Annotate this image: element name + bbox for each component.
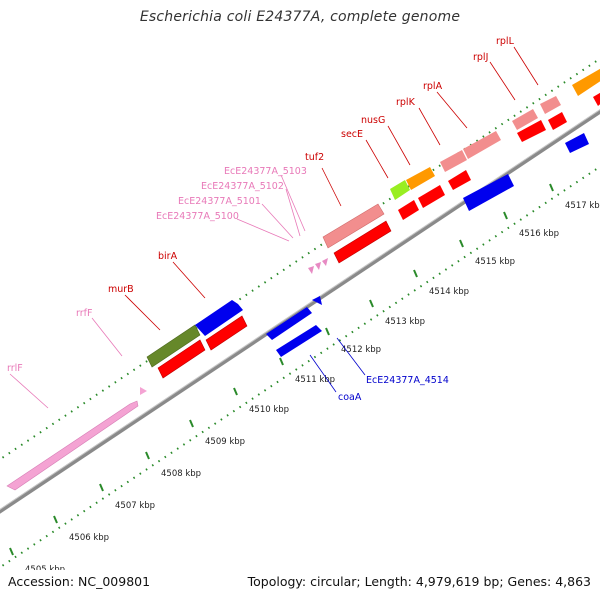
gene-label[interactable]: rrfF: [76, 308, 92, 319]
gene-rplA[interactable]: [463, 131, 501, 159]
gene-label[interactable]: EcE24377A_4514: [366, 375, 449, 386]
kbp-tick-label: 4515 kbp: [475, 257, 515, 267]
gene-birA[interactable]: [195, 300, 243, 336]
reverse-track-dots: [0, 165, 600, 569]
callout-lines: [9, 46, 539, 409]
kbp-tick-label: 4517 kbp: [565, 201, 600, 211]
gene-label[interactable]: EcE24377A_5101: [178, 196, 261, 207]
kbp-tick: [279, 357, 284, 366]
kbp-tick: [413, 269, 418, 278]
gene-EcE24377A_5102[interactable]: [322, 258, 328, 266]
gene-red-8[interactable]: [548, 112, 567, 130]
gene-EcE24377A_5100[interactable]: [308, 266, 314, 274]
kbp-tick-label: 4508 kbp: [161, 469, 201, 479]
gene-label[interactable]: tuf2: [305, 152, 324, 163]
kbp-tick-label: 4516 kbp: [519, 229, 559, 239]
gene-rrfF[interactable]: [140, 387, 147, 395]
gene-label[interactable]: rplJ: [473, 52, 488, 63]
forward-features-row2: [157, 90, 600, 379]
gene-red-6[interactable]: [448, 170, 471, 190]
gene-murB[interactable]: [146, 324, 201, 368]
kbp-tick-label: 4506 kbp: [69, 533, 109, 543]
gene-nusG[interactable]: [406, 167, 435, 190]
gene-rplL[interactable]: [540, 96, 561, 114]
genome-summary-text: Topology: circular; Length: 4,979,619 bp…: [247, 574, 591, 589]
kbp-tick: [145, 451, 150, 460]
kbp-tick: [189, 419, 194, 428]
gene-EcE24377A_4514[interactable]: [276, 325, 322, 357]
gene-rpoB[interactable]: [572, 66, 600, 96]
gene-blue-3[interactable]: [463, 174, 514, 211]
gene-label[interactable]: coaA: [338, 392, 362, 403]
kbp-tick: [369, 299, 374, 308]
kbp-tick-label: 4511 kbp: [295, 375, 335, 385]
kbp-tick: [99, 483, 104, 492]
kbp-tick-label: 4507 kbp: [115, 501, 155, 511]
gene-red-5[interactable]: [418, 185, 445, 208]
gene-label[interactable]: EcE24377A_5103: [224, 166, 307, 177]
map-title: Escherichia coli E24377A, complete genom…: [139, 9, 461, 25]
gene-red-3[interactable]: [333, 220, 392, 264]
reverse-features: [266, 133, 589, 357]
gene-label[interactable]: rplL: [496, 36, 515, 47]
kbp-tick: [325, 327, 330, 336]
kbp-tick: [9, 547, 14, 556]
accession-text: Accession: NC_009801: [8, 574, 151, 589]
genome-backbone-highlight: [0, 109, 600, 510]
gene-rplJ[interactable]: [512, 109, 538, 130]
kbp-tick: [549, 183, 554, 192]
gene-red-9[interactable]: [593, 90, 600, 106]
gene-label[interactable]: EcE24377A_5102: [201, 181, 284, 192]
gene-red-4[interactable]: [398, 200, 419, 220]
kbp-tick-label: 4510 kbp: [249, 405, 289, 415]
gene-rplK[interactable]: [440, 150, 467, 172]
gene-red-7[interactable]: [517, 120, 546, 142]
kbp-tick-label: 4512 kbp: [341, 345, 381, 355]
gene-label[interactable]: murB: [108, 284, 134, 295]
gene-label[interactable]: nusG: [361, 115, 385, 126]
gene-labels: rrlF rrfF murB birA EcE24377A_5100 EcE24377A_…: [7, 36, 515, 403]
gene-rrlF[interactable]: [6, 400, 139, 491]
kbp-tick: [459, 239, 464, 248]
genome-backbone: [0, 109, 600, 514]
gene-tuf2[interactable]: [322, 203, 385, 249]
gene-label[interactable]: rplK: [396, 97, 416, 108]
kbp-tick: [53, 515, 58, 524]
kbp-tick: [503, 211, 508, 220]
kbp-tick-label: 4509 kbp: [205, 437, 245, 447]
forward-features: [6, 66, 600, 491]
gene-label[interactable]: EcE24377A_5100: [156, 211, 239, 222]
gene-red-2[interactable]: [205, 315, 248, 351]
gene-blue-1[interactable]: [266, 307, 312, 340]
gene-red-1[interactable]: [157, 339, 206, 379]
kbp-tick-label: 4513 kbp: [385, 317, 425, 327]
gene-label[interactable]: rrlF: [7, 363, 23, 374]
gene-blue-4[interactable]: [565, 133, 589, 153]
kbp-tick-label: 4514 kbp: [429, 287, 469, 297]
gene-label[interactable]: secE: [341, 129, 363, 140]
kbp-tick: [233, 387, 238, 396]
gene-label[interactable]: rplA: [423, 81, 443, 92]
gene-coaA-marker[interactable]: [312, 296, 322, 305]
kbp-tick-label: 4505 kbp: [25, 565, 65, 575]
kbp-axis: 4505 kbp 4506 kbp 4507 kbp 4508 kbp 4509 kbp…: [9, 183, 600, 575]
gene-EcE24377A_5101[interactable]: [315, 262, 321, 270]
gene-label[interactable]: birA: [158, 251, 178, 262]
gene-secE[interactable]: [390, 180, 410, 200]
